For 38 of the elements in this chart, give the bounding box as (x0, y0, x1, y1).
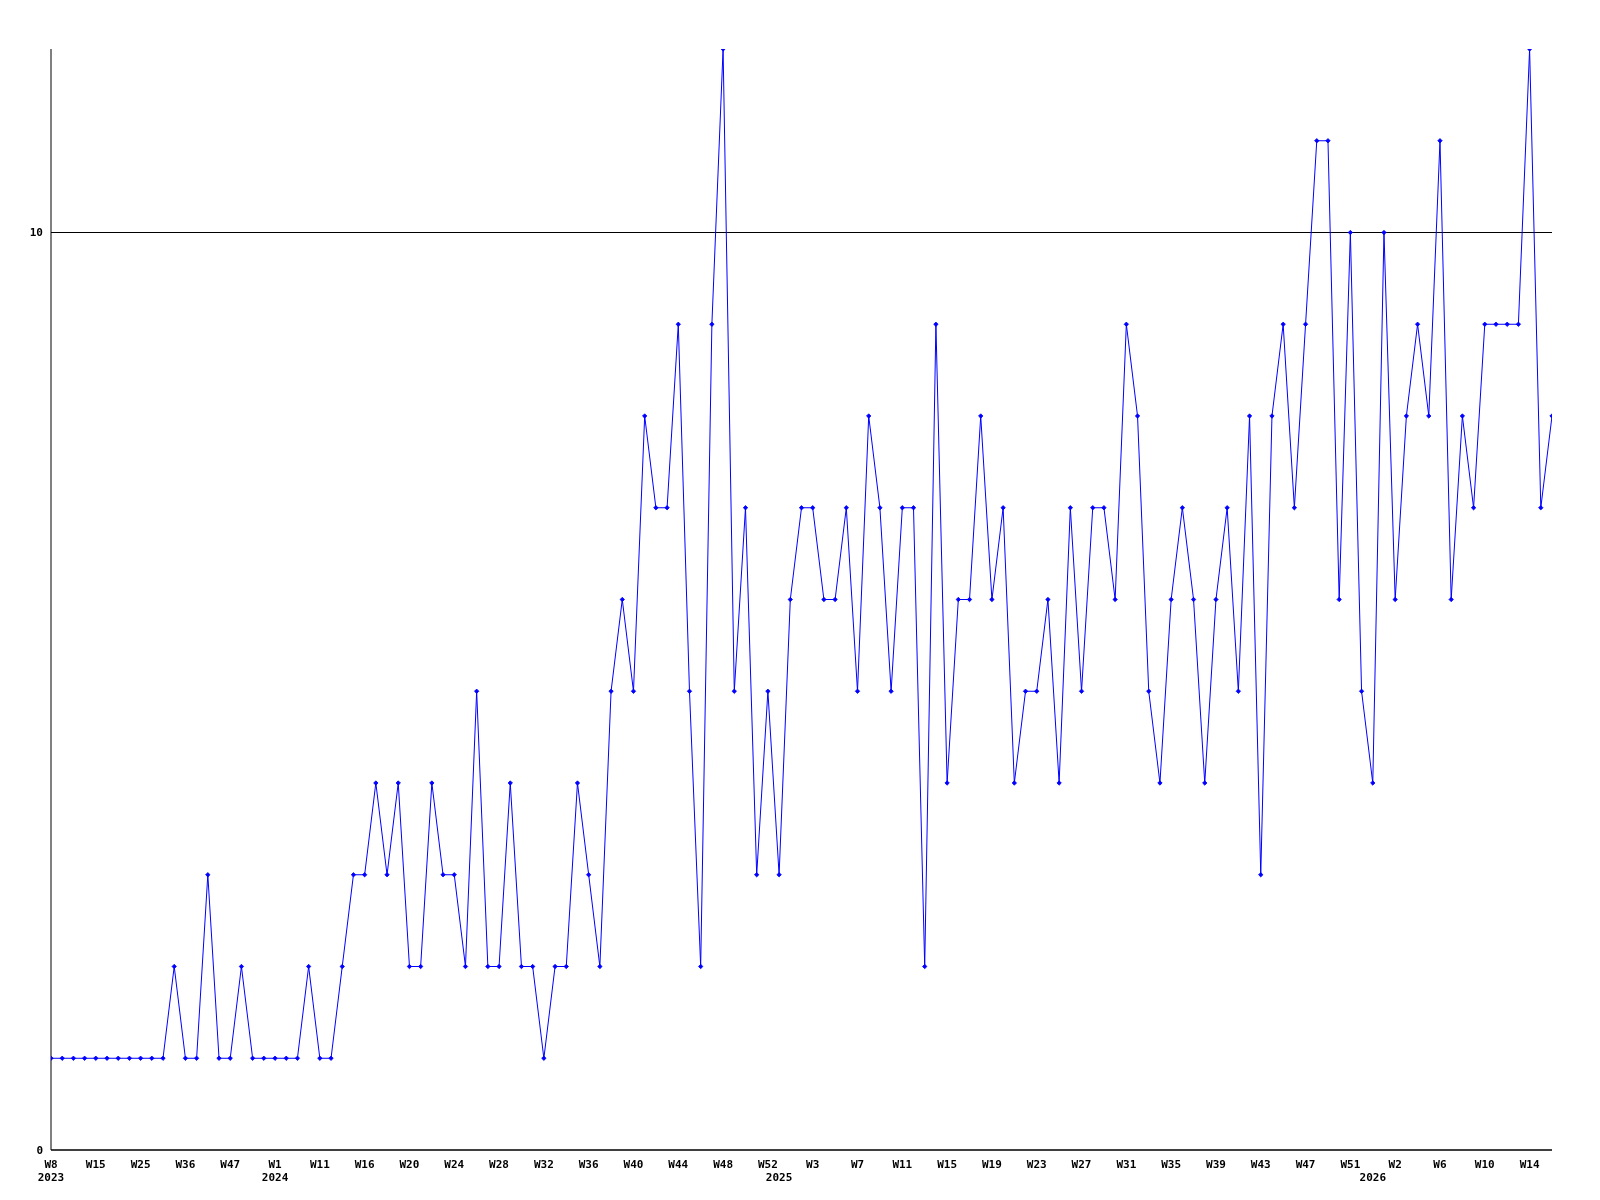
x-tick-label: W32 (533, 1158, 554, 1171)
x-tick-label: W15 (937, 1158, 958, 1171)
x-tick-label: W36 (175, 1158, 196, 1171)
x-tick-label: W1 2024 (261, 1158, 289, 1184)
x-tick-label: W47 (220, 1158, 241, 1171)
x-tick-label: W3 (806, 1158, 820, 1171)
x-tick-label: W11 (309, 1158, 331, 1171)
x-tick-label: W19 (981, 1158, 1002, 1171)
x-tick-label: W43 (1250, 1158, 1271, 1171)
x-tick-label: W8 2023 (37, 1158, 65, 1184)
x-tick-label: W35 (1161, 1158, 1182, 1171)
x-tick-label: 2026 (1359, 1171, 1387, 1184)
x-tick-label: W51 (1340, 1158, 1361, 1171)
x-tick-label: W25 (130, 1158, 151, 1171)
x-tick-label: W15 (85, 1158, 106, 1171)
x-tick-label: W44 (668, 1158, 689, 1171)
x-tick-label: W6 (1433, 1158, 1447, 1171)
x-tick-label: W24 (444, 1158, 465, 1171)
y-tick-label: 10 (29, 226, 43, 240)
x-tick-label: W40 (623, 1158, 644, 1171)
x-tick-label: W48 (713, 1158, 734, 1171)
x-tick-label: W28 (489, 1158, 509, 1171)
x-tick-label: W16 (354, 1158, 375, 1171)
x-tick-label: W52 (757, 1158, 778, 1171)
x-tick-label: W27 (1071, 1158, 1092, 1171)
x-tick-label: W14 (1519, 1158, 1540, 1171)
x-tick-label: W20 (399, 1158, 420, 1171)
x-tick-label: W36 (578, 1158, 599, 1171)
x-tick-label: W47 (1295, 1158, 1316, 1171)
x-tick-label: W39 (1206, 1158, 1226, 1171)
y-tick-label: 0 (36, 1143, 43, 1157)
x-tick-label: W7 (850, 1158, 865, 1171)
x-tick-label: 2025 (765, 1171, 793, 1184)
x-tick-label: W2 (1388, 1158, 1402, 1171)
x-tick-label: W31 (1116, 1158, 1137, 1171)
x-tick-label: W23 (1026, 1158, 1047, 1171)
x-tick-label: W11 (892, 1158, 913, 1171)
x-tick-label: W10 (1474, 1158, 1495, 1171)
